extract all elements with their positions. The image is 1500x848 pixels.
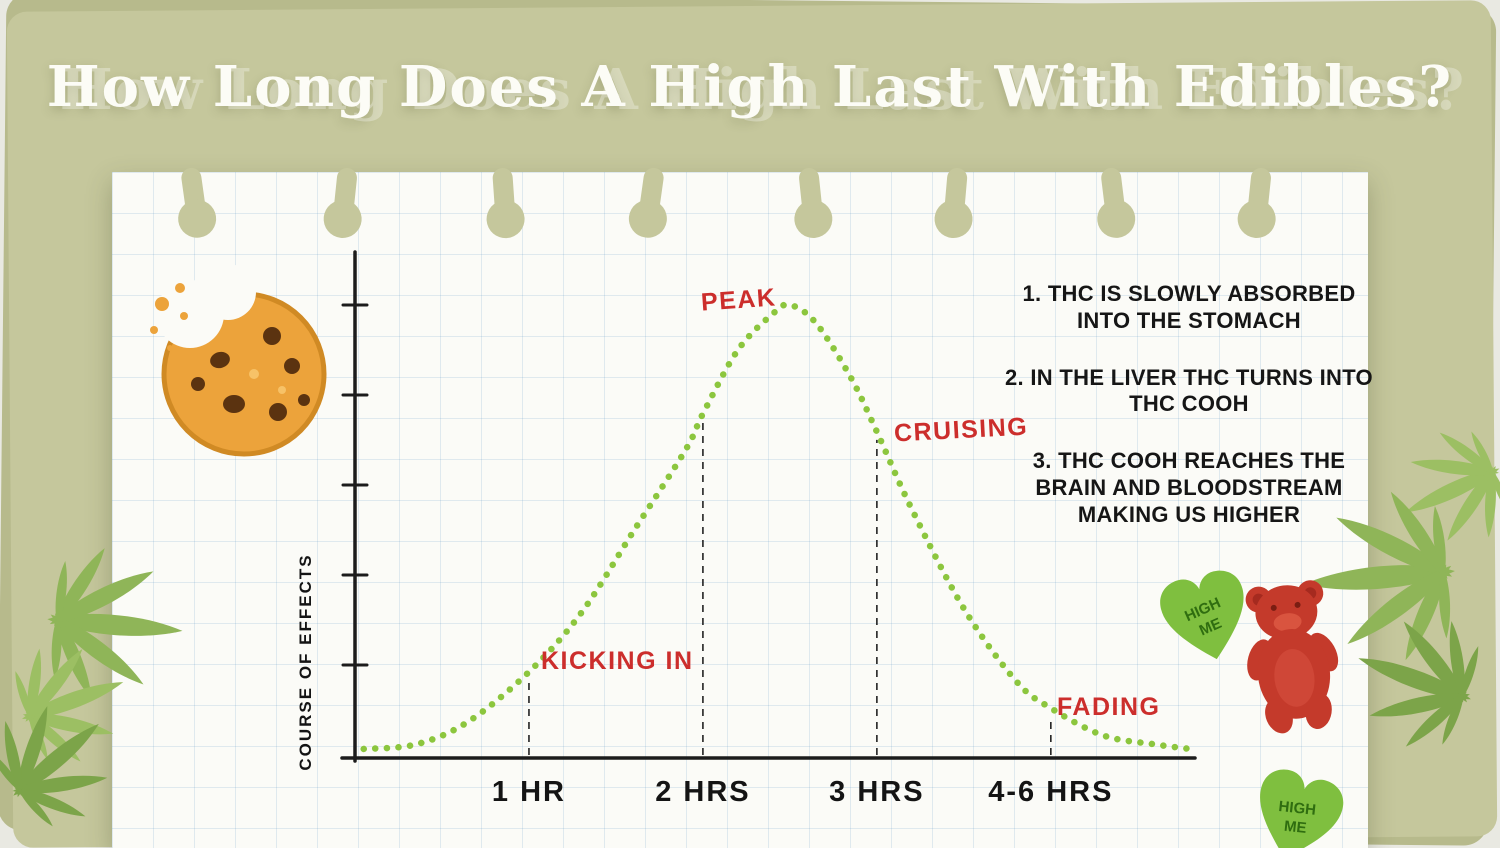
- binder-hole: [332, 166, 358, 221]
- page-title: How Long Does A High Last With Edibles?: [46, 54, 1454, 120]
- note-1: 1. THC IS SLOWLY ABSORBED INTO THE STOMA…: [1022, 281, 1356, 333]
- annotation-kicking-in: KICKING IN: [541, 647, 694, 675]
- y-axis-label: COURSE OF EFFECTS: [296, 553, 315, 771]
- x-tick-label: 3 HRS: [829, 776, 925, 808]
- binder-hole: [1246, 166, 1272, 221]
- x-tick-label: 2 HRS: [655, 776, 751, 808]
- x-tick-label: 1 HR: [491, 776, 566, 808]
- x-tick-label: 4-6 HRS: [988, 776, 1114, 808]
- note-2: 2. IN THE LIVER THC TURNS INTO THC COOH: [1005, 364, 1373, 417]
- annotation-peak: PEAK: [700, 283, 778, 317]
- binder-hole: [492, 167, 516, 221]
- binder-hole: [943, 167, 968, 221]
- explanation-notes: 1. THC IS SLOWLY ABSORBED INTO THE STOMA…: [1000, 281, 1378, 559]
- annotation-fading: FADING: [1057, 693, 1161, 721]
- note-3: 3. THC COOH REACHES THE BRAIN AND BLOODS…: [1032, 448, 1346, 527]
